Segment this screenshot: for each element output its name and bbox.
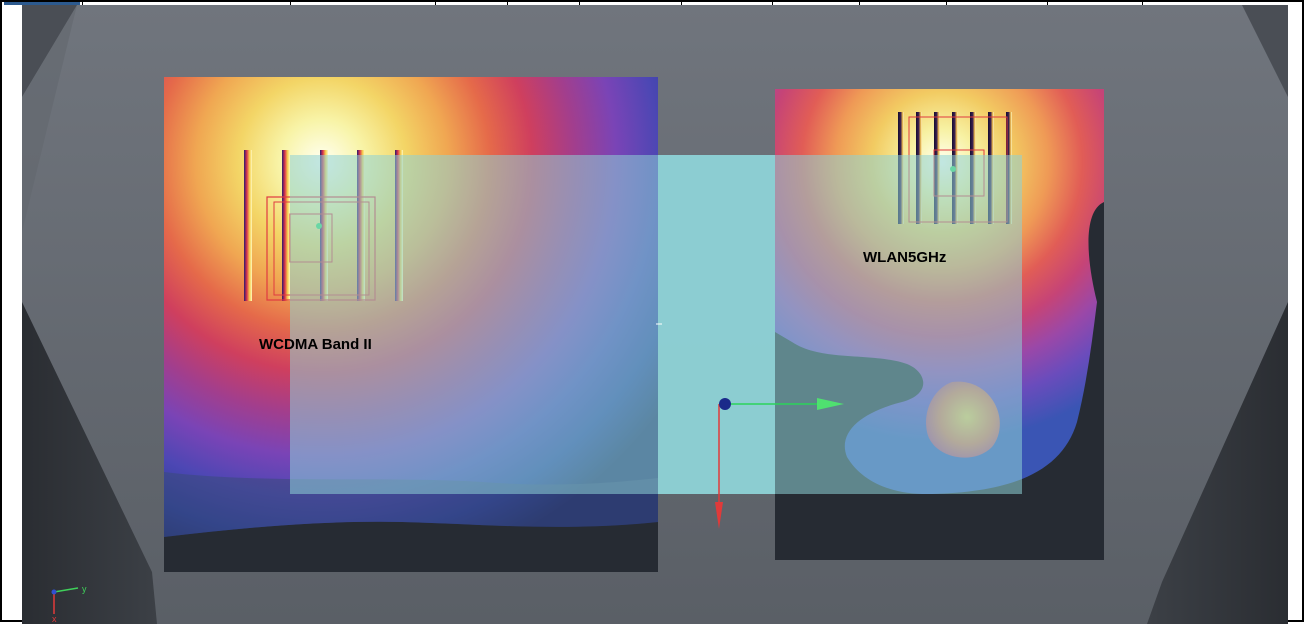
scan-label-wlan: WLAN5GHz	[863, 249, 947, 266]
shell-edge-left	[22, 302, 157, 624]
triad-y-line	[53, 587, 79, 593]
header-cell-highlight	[4, 2, 80, 5]
triad-x-label: x	[52, 614, 57, 624]
triad-y-label: y	[82, 584, 87, 594]
table-column-divider	[507, 2, 508, 6]
table-column-divider	[435, 2, 436, 6]
table-top-row	[2, 2, 1304, 6]
table-column-divider	[1047, 2, 1048, 6]
shell-edge-right	[1147, 302, 1288, 624]
table-column-divider	[946, 2, 947, 6]
table-column-divider	[772, 2, 773, 6]
x-arrow-head	[715, 502, 723, 529]
table-column-divider	[859, 2, 860, 6]
table-column-divider	[290, 2, 291, 6]
probe-bar	[282, 150, 290, 301]
origin-gizmo[interactable]	[715, 398, 844, 529]
table-column-divider	[681, 2, 682, 6]
table-column-divider	[579, 2, 580, 6]
sar-3d-viewport[interactable]: y x	[22, 5, 1288, 624]
origin-sphere	[719, 398, 731, 410]
table-column-divider	[82, 2, 83, 6]
table-column-divider	[1142, 2, 1143, 6]
sar-scene: y x	[22, 5, 1288, 624]
shell-corner-topright	[1242, 5, 1288, 97]
probe-bar	[244, 150, 252, 301]
device-overlay-gap	[658, 155, 775, 494]
triad-z-dot	[51, 589, 57, 595]
axis-triad: y x	[51, 584, 87, 624]
scan-label-wcdma: WCDMA Band II	[259, 336, 372, 353]
shell-bevel-left	[22, 5, 77, 232]
y-arrow-head	[817, 398, 844, 410]
